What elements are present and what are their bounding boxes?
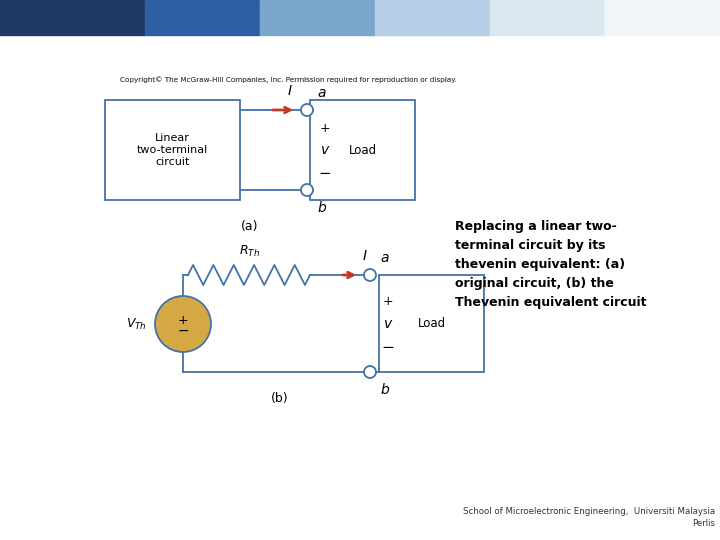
Bar: [145, 0, 260, 35]
Text: Replacing a linear two-
terminal circuit by its
thevenin equivalent: (a)
origina: Replacing a linear two- terminal circuit…: [455, 220, 647, 309]
Text: $v$: $v$: [383, 316, 393, 330]
Text: +: +: [383, 295, 393, 308]
Bar: [105, 100, 240, 200]
Bar: [490, 0, 605, 35]
Text: Copyright© The McGraw-Hill Companies, Inc. Permission required for reproduction : Copyright© The McGraw-Hill Companies, In…: [120, 77, 456, 83]
Text: $I$: $I$: [362, 249, 368, 263]
Text: $a$: $a$: [380, 251, 390, 265]
Text: $-$: $-$: [382, 338, 395, 353]
Circle shape: [301, 184, 313, 196]
Bar: [310, 100, 415, 200]
Text: $b$: $b$: [380, 382, 390, 397]
Text: School of Microelectronic Engineering,  Universiti Malaysia
Perlis: School of Microelectronic Engineering, U…: [463, 507, 715, 528]
Circle shape: [301, 104, 313, 116]
Circle shape: [155, 296, 211, 352]
Text: $-$: $-$: [177, 323, 189, 337]
Text: $-$: $-$: [318, 165, 332, 179]
Text: +: +: [320, 122, 330, 134]
Bar: [30, 0, 145, 35]
Circle shape: [364, 366, 376, 378]
Text: Load: Load: [348, 144, 377, 157]
Text: Copyright© The McGraw-Hill Companies, Inc. Permission required for reproduction : Copyright© The McGraw-Hill Companies, In…: [120, 77, 456, 83]
Text: (a): (a): [241, 220, 258, 233]
Text: $a$: $a$: [317, 86, 327, 100]
Bar: [260, 0, 375, 35]
Text: Load: Load: [418, 317, 446, 330]
Text: $R_{Th}$: $R_{Th}$: [238, 244, 259, 259]
Text: $b$: $b$: [317, 200, 327, 215]
Text: $V_{Th}$: $V_{Th}$: [126, 316, 147, 332]
Bar: [605, 0, 720, 35]
Text: +: +: [178, 314, 189, 327]
Bar: [379, 275, 484, 372]
Bar: [375, 0, 490, 35]
Text: Linear
two-terminal
circuit: Linear two-terminal circuit: [137, 133, 208, 167]
Circle shape: [364, 269, 376, 281]
Bar: [0, 0, 30, 35]
Text: $I$: $I$: [287, 84, 293, 98]
Text: (b): (b): [271, 392, 289, 405]
Text: $v$: $v$: [320, 143, 330, 157]
